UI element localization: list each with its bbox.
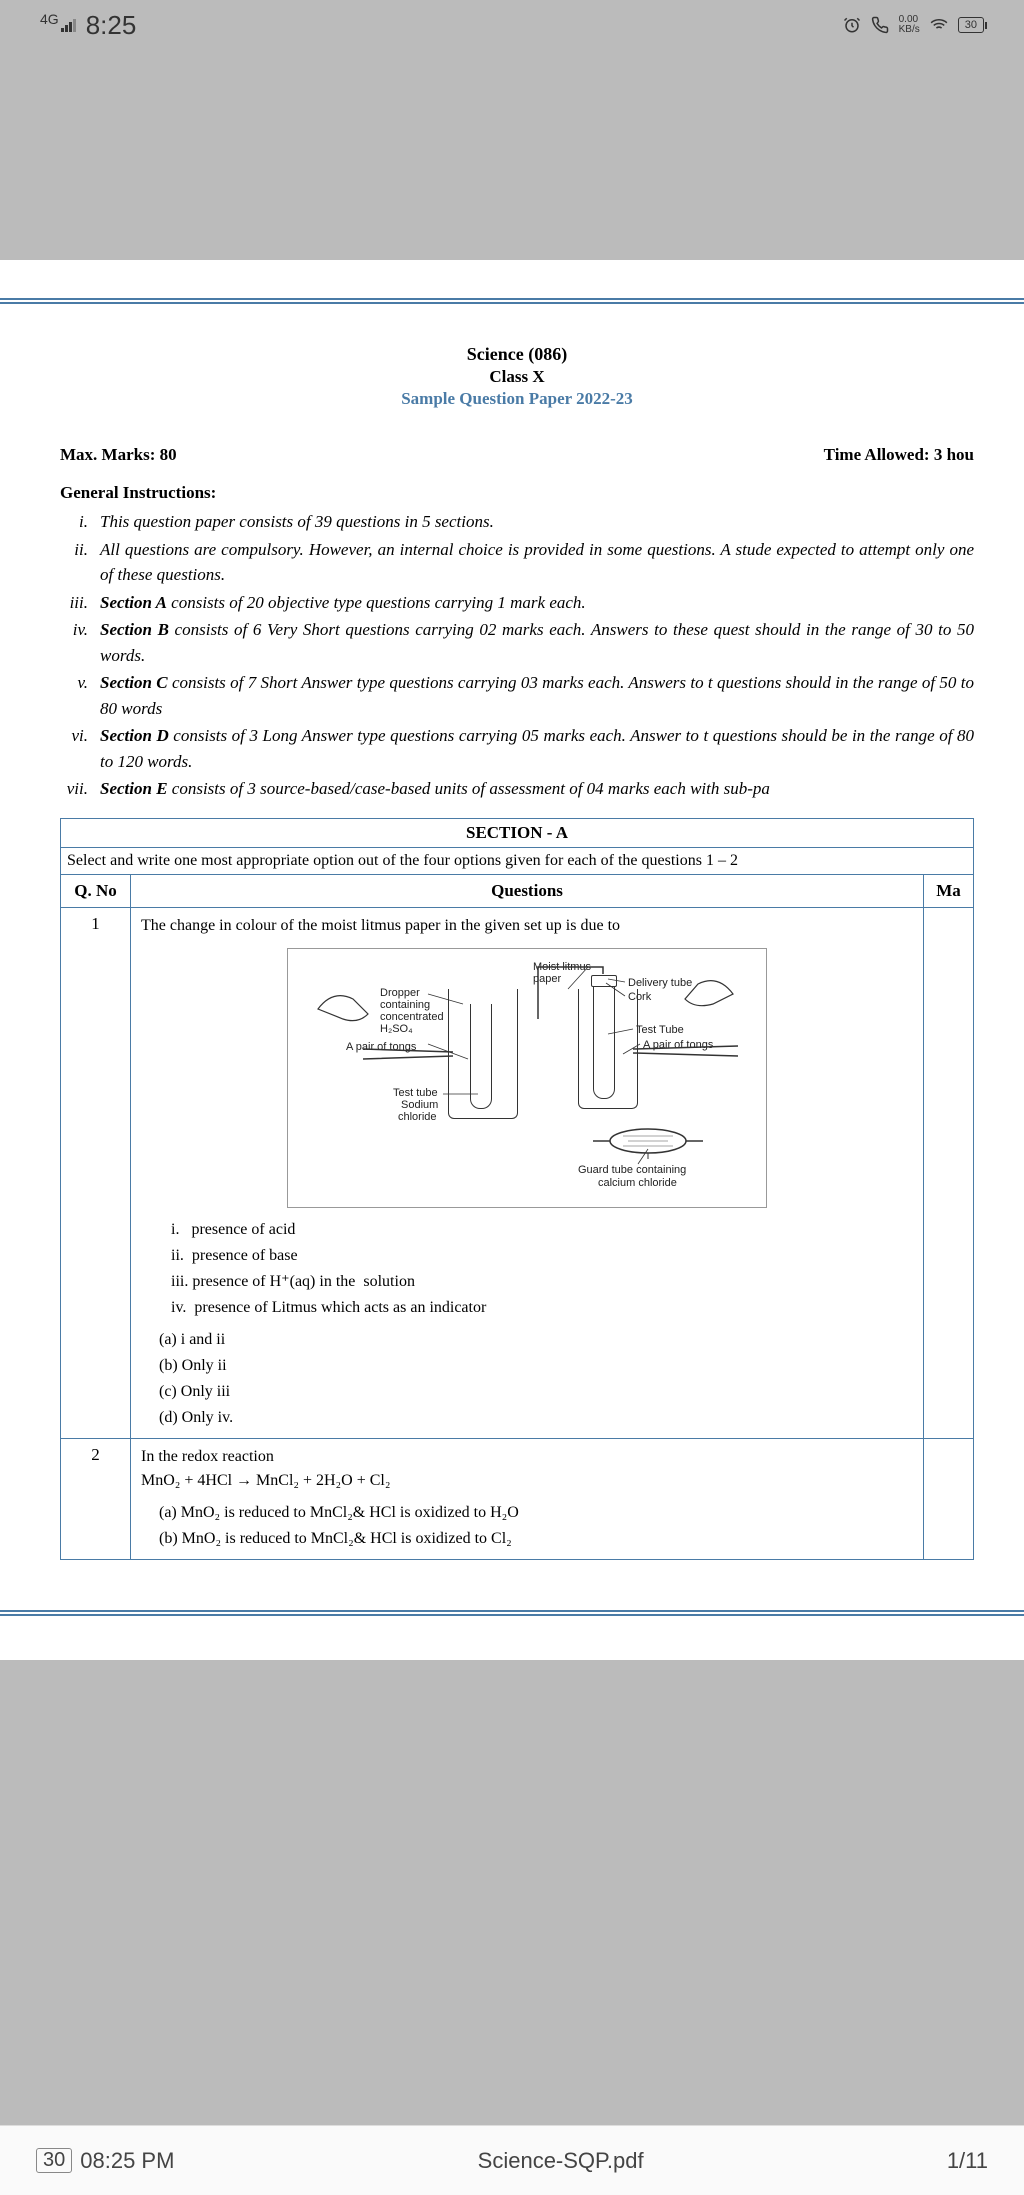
delivery-tube-shape <box>518 964 628 1024</box>
time-allowed: Time Allowed: 3 hou <box>824 445 974 465</box>
q1-roman-list: i. presence of acidii. presence of basei… <box>171 1218 913 1320</box>
question-2-row: 2 In the redox reaction MnO₂ + 4HCl → Mn… <box>61 1438 974 1559</box>
marks-header: Ma <box>924 874 974 907</box>
wifi-icon <box>930 16 948 34</box>
instruction-item: vi.Section D consists of 3 Long Answer t… <box>60 723 974 774</box>
lbl-concentrated: concentrated <box>380 1011 444 1023</box>
battery-indicator: 30 <box>958 17 984 33</box>
list-item: (c) Only iii <box>159 1380 913 1404</box>
phone-status-bar: 4G 8:25 0.00 KB/s 30 <box>0 0 1024 50</box>
list-item: (a) MnO₂ is reduced to MnCl₂& HCl is oxi… <box>159 1501 913 1525</box>
q2-content: In the redox reaction MnO₂ + 4HCl → MnCl… <box>131 1438 924 1559</box>
signal-icon <box>61 19 76 32</box>
phone-icon <box>871 16 889 34</box>
question-1-row: 1 The change in colour of the moist litm… <box>61 907 974 1438</box>
lbl-testtube1: Test tube <box>393 1087 438 1099</box>
status-left: 4G 8:25 <box>40 10 136 41</box>
bottom-gray-area <box>0 1690 1024 2190</box>
bottom-double-rule <box>0 1610 1024 1616</box>
lbl-guard: Guard tube containing <box>578 1164 686 1176</box>
instruction-item: v.Section C consists of 7 Short Answer t… <box>60 670 974 721</box>
guard-tube-shape <box>588 1124 708 1159</box>
q1-options-list: (a) i and ii(b) Only ii(c) Only iii(d) O… <box>159 1328 913 1430</box>
section-a-desc-row: Select and write one most appropriate op… <box>61 847 974 874</box>
section-a-desc: Select and write one most appropriate op… <box>61 847 974 874</box>
pdf-nav-bar: 30 08:25 PM Science-SQP.pdf 1/11 <box>0 2125 1024 2195</box>
hand-right-icon <box>673 959 748 1029</box>
list-item: (d) Only iv. <box>159 1406 913 1430</box>
section-a-header-row: SECTION - A <box>61 818 974 847</box>
tongs-right-icon <box>628 1041 748 1061</box>
list-item: i. presence of acid <box>171 1218 913 1242</box>
instructions-list: i.This question paper consists of 39 que… <box>60 509 974 802</box>
hand-left-icon <box>308 969 388 1049</box>
list-item: iv. presence of Litmus which acts as an … <box>171 1296 913 1320</box>
instruction-item: iv.Section B consists of 6 Very Short qu… <box>60 617 974 668</box>
instruction-item: i.This question paper consists of 39 que… <box>60 509 974 535</box>
status-time: 8:25 <box>86 10 137 41</box>
alarm-icon <box>843 16 861 34</box>
nav-time: 08:25 PM <box>80 2148 174 2174</box>
paper-title: Science (086) <box>60 344 974 365</box>
q2-marks <box>924 1438 974 1559</box>
table-header-row: Q. No Questions Ma <box>61 874 974 907</box>
page-number-box[interactable]: 30 <box>36 2148 72 2173</box>
network-type: 4G <box>40 11 59 27</box>
document-page[interactable]: Science (086) Class X Sample Question Pa… <box>0 260 1024 1660</box>
q1-marks <box>924 907 974 1438</box>
qno-header: Q. No <box>61 874 131 907</box>
marks-time-row: Max. Marks: 80 Time Allowed: 3 hou <box>60 445 974 465</box>
experiment-diagram: Moist litmus paper Delivery tube Cork Dr… <box>287 948 767 1208</box>
instruction-item: ii.All questions are compulsory. However… <box>60 537 974 588</box>
general-instructions-head: General Instructions: <box>60 483 974 503</box>
top-double-rule <box>0 298 1024 304</box>
paper-class: Class X <box>60 367 974 387</box>
q2-number: 2 <box>61 1438 131 1559</box>
list-item: (b) MnO₂ is reduced to MnCl₂& HCl is oxi… <box>159 1527 913 1551</box>
pdf-filename: Science-SQP.pdf <box>478 2148 644 2174</box>
questions-table: SECTION - A Select and write one most ap… <box>60 818 974 1560</box>
q2-equation: MnO₂ + 4HCl → MnCl₂ + 2H₂O + Cl₂ <box>141 1469 913 1493</box>
max-marks: Max. Marks: 80 <box>60 445 177 465</box>
lbl-calcium: calcium chloride <box>598 1177 677 1189</box>
list-item: iii. presence of H⁺(aq) in the solution <box>171 1270 913 1294</box>
nav-left: 30 08:25 PM <box>36 2148 174 2174</box>
section-a-title: SECTION - A <box>61 818 974 847</box>
instruction-item: vii.Section E consists of 3 source-based… <box>60 776 974 802</box>
list-item: (a) i and ii <box>159 1328 913 1352</box>
top-gray-area <box>0 50 1024 260</box>
lbl-chloride: chloride <box>398 1111 437 1123</box>
list-item: (b) Only ii <box>159 1354 913 1378</box>
paper-sample-link: Sample Question Paper 2022-23 <box>60 389 974 409</box>
speed-unit: KB/s <box>899 25 920 35</box>
q2-text: In the redox reaction <box>141 1445 913 1469</box>
q2-options-list: (a) MnO₂ is reduced to MnCl₂& HCl is oxi… <box>159 1501 913 1551</box>
page-counter: 1/11 <box>947 2148 988 2174</box>
instruction-item: iii.Section A consists of 20 objective t… <box>60 590 974 616</box>
data-speed: 0.00 KB/s <box>899 15 920 35</box>
lbl-sodium: Sodium <box>401 1099 438 1111</box>
q1-text: The change in colour of the moist litmus… <box>141 914 913 938</box>
paper-content: Science (086) Class X Sample Question Pa… <box>0 344 1024 1560</box>
q1-content: The change in colour of the moist litmus… <box>131 907 924 1438</box>
list-item: ii. presence of base <box>171 1244 913 1268</box>
tongs-left-icon <box>358 1044 468 1064</box>
q1-number: 1 <box>61 907 131 1438</box>
questions-header: Questions <box>131 874 924 907</box>
status-right: 0.00 KB/s 30 <box>843 15 984 35</box>
